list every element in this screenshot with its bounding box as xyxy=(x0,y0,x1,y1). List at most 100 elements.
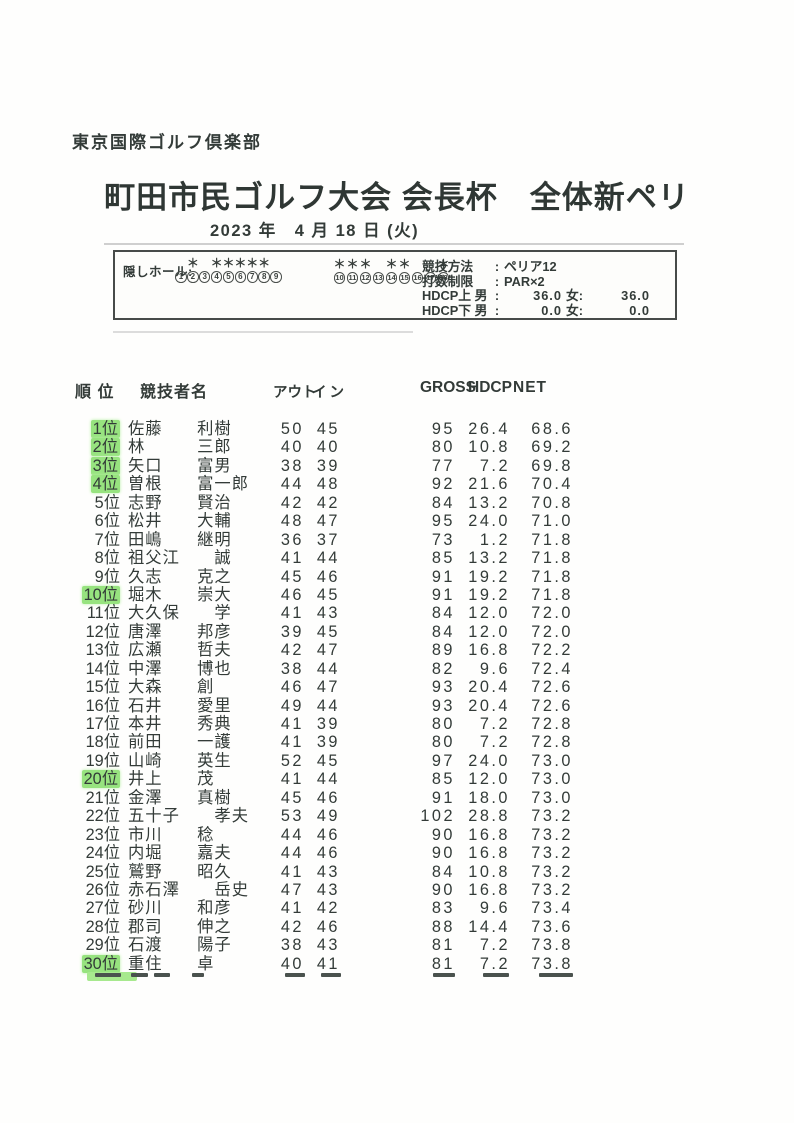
table-row: 17位 本井 秀典 41 39 80 7.2 72.8 xyxy=(75,715,573,733)
hidden-hole-asterisk: ＊ xyxy=(246,256,259,270)
hdcp-cell: 7.2 xyxy=(479,733,510,752)
table-row: 1位 佐藤 利樹 50 45 95 26.4 68.6 xyxy=(75,420,573,438)
rule-colon: : xyxy=(494,259,500,274)
rank-cell: 29位 xyxy=(75,936,120,954)
hole-number-circle: 12 xyxy=(359,272,372,284)
hole-number-circle: 6 xyxy=(234,271,247,283)
rank-cell: 11位 xyxy=(75,604,120,622)
in-cell: 46 xyxy=(316,917,340,936)
truncated-glyph xyxy=(433,973,455,977)
rule-value: PAR×2 xyxy=(504,273,545,289)
player-name: 矢口 富男 xyxy=(128,456,232,475)
hole-10: ＊ 10 xyxy=(333,257,346,284)
hole-number-circle: 5 xyxy=(222,271,235,283)
out-cell: 46 xyxy=(280,678,304,697)
hidden-hole-asterisk: ＊ xyxy=(437,257,450,271)
rank-cell: 18位 xyxy=(75,733,120,751)
player-name: 中澤 博也 xyxy=(128,659,232,678)
table-row: 27位 砂川 和彦 41 42 83 9.6 73.4 xyxy=(75,899,573,917)
table-row: 6位 松井 大輔 48 47 95 24.0 71.0 xyxy=(75,512,573,530)
truncated-glyph xyxy=(483,973,509,977)
rank-text: 15位 xyxy=(85,678,120,697)
net-cell: 72.8 xyxy=(531,733,573,752)
hdcp-cell: 24.0 xyxy=(468,751,510,770)
table-row: 7位 田嶋 継明 36 37 73 1.2 71.8 xyxy=(75,531,573,549)
hole-number-circle: 16 xyxy=(411,272,424,284)
rule-row: 競技方法: ペリア12 xyxy=(422,259,650,275)
in-cell: 43 xyxy=(316,604,340,623)
player-name: 鷲野 昭久 xyxy=(128,862,232,881)
in-cell: 45 xyxy=(316,585,340,604)
player-name: 砂川 和彦 xyxy=(128,899,232,918)
net-cell: 73.6 xyxy=(531,917,573,936)
rule-row: 打数制限: PAR×2 xyxy=(422,273,650,290)
net-cell: 73.0 xyxy=(531,770,573,789)
front-holes: 1 ＊ 2 3 ＊ 4 ＊ 5 ＊ 6 ＊ 7 ＊ 8 9 xyxy=(175,256,282,283)
net-cell: 71.8 xyxy=(531,585,573,604)
hole-18: ＊ 18 xyxy=(437,257,450,284)
rule-label: 競技方法 xyxy=(422,259,474,274)
table-row: 13位 広瀬 哲夫 42 47 89 16.8 72.2 xyxy=(75,641,573,659)
out-cell: 40 xyxy=(280,438,304,457)
hidden-hole-asterisk: ＊ xyxy=(398,257,411,271)
hdcp-cell: 18.0 xyxy=(468,788,510,807)
rule-label: 打数制限 xyxy=(422,273,474,289)
hidden-holes-label: 隠しホール: xyxy=(123,265,193,279)
table-row: 20位 井上 茂 41 44 85 12.0 73.0 xyxy=(75,770,573,789)
hdcp-cell: 7.2 xyxy=(479,954,510,973)
rank-cell: 26位 xyxy=(75,881,120,899)
hole-13: 13 xyxy=(372,257,385,284)
rule-value: ペリア12 xyxy=(504,259,557,274)
rank-text: 7位 xyxy=(94,530,120,549)
rank-text: 18位 xyxy=(85,733,120,752)
player-name: 本井 秀典 xyxy=(128,715,232,733)
table-row: 5位 志野 賢治 42 42 84 13.2 70.8 xyxy=(75,494,573,512)
rank-text: 10位 xyxy=(81,585,120,604)
in-cell: 37 xyxy=(316,530,340,549)
hole-2: ＊ 2 xyxy=(187,256,199,283)
in-cell: 49 xyxy=(316,807,340,826)
in-cell: 43 xyxy=(316,936,340,955)
hole-3: 3 xyxy=(198,256,211,283)
out-cell: 50 xyxy=(280,420,304,438)
hdcp-cell: 19.2 xyxy=(468,585,510,604)
hole-number-circle: 7 xyxy=(246,271,259,283)
table-row: 4位 曽根 富一郎 44 48 92 21.6 70.4 xyxy=(75,475,573,494)
out-cell: 44 xyxy=(280,825,304,844)
hole-number-circle: 17 xyxy=(424,272,437,284)
gross-cell: 77 xyxy=(431,456,455,475)
rank-cell: 8位 xyxy=(75,549,120,567)
hidden-hole-asterisk: ＊ xyxy=(385,257,398,271)
in-cell: 42 xyxy=(316,899,340,918)
out-cell: 53 xyxy=(280,807,304,826)
gross-cell: 91 xyxy=(431,788,455,807)
rank-text: 26位 xyxy=(85,880,120,899)
rank-cell: 24位 xyxy=(75,844,120,862)
in-cell: 47 xyxy=(316,641,340,660)
player-name: 林 三郎 xyxy=(128,438,232,457)
header-rank: 順 位 xyxy=(75,384,115,401)
table-row: 11位 大久保 学 41 43 84 12.0 72.0 xyxy=(75,604,573,622)
hdcp-cell: 16.8 xyxy=(468,844,510,863)
rank-cell: 17位 xyxy=(75,715,120,733)
rank-cell: 21位 xyxy=(75,789,120,807)
rank-cell: 13位 xyxy=(75,641,120,659)
hole-1: 1 xyxy=(175,256,187,283)
table-row: 12位 唐澤 邦彦 39 45 84 12.0 72.0 xyxy=(75,623,573,641)
hdcp-cell: 13.2 xyxy=(468,549,510,568)
hole-number-circle: 4 xyxy=(210,271,223,283)
hole-11: ＊ 11 xyxy=(346,257,359,284)
out-cell: 52 xyxy=(280,751,304,770)
out-cell: 40 xyxy=(280,954,304,973)
net-cell: 73.2 xyxy=(531,807,573,826)
player-name: 志野 賢治 xyxy=(128,493,232,512)
hdcp-cell: 21.6 xyxy=(468,475,510,494)
rank-cell: 20位 xyxy=(75,770,120,789)
player-name: 市川 稔 xyxy=(128,825,215,844)
out-cell: 45 xyxy=(280,567,304,586)
net-cell: 72.6 xyxy=(531,678,573,697)
rank-text: 5位 xyxy=(94,493,120,512)
rank-text: 27位 xyxy=(85,899,120,918)
table-row: 3位 矢口 富男 38 39 77 7.2 69.8 xyxy=(75,456,573,475)
table-row: 25位 鷲野 昭久 41 43 84 10.8 73.2 xyxy=(75,863,573,881)
